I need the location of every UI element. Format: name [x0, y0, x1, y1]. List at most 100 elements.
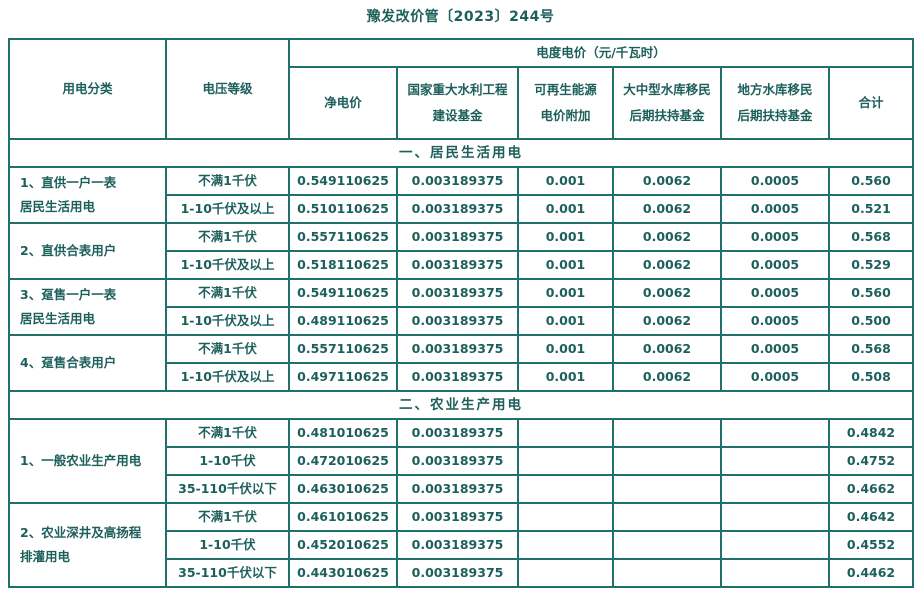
- value-cell: 0.003189375: [396, 194, 519, 224]
- category-cell: 1、直供一户一表 居民生活用电: [8, 166, 167, 224]
- table-row: 3、趸售一户一表 居民生活用电 不满1千伏 0.549110625 0.0031893…: [8, 278, 915, 336]
- value-cell: 0.557110625: [288, 222, 398, 252]
- value-cell: 0.560: [827, 278, 915, 308]
- header-column: 大中型水库移民 后期扶持基金: [612, 66, 722, 140]
- value-cell: 0.003189375: [396, 166, 519, 196]
- value-cell: 0.521: [827, 194, 915, 224]
- header-price-group: 电度电价（元/千瓦时）: [287, 38, 915, 68]
- category-cell: 2、农业深井及高扬程 排灌用电: [8, 502, 167, 588]
- value-cell: 0.003189375: [396, 334, 519, 364]
- value-cell: 0.518110625: [288, 250, 398, 280]
- voltage-cell: 1-10千伏及以上: [165, 306, 290, 336]
- value-cell: 0.001: [517, 166, 614, 196]
- value-cell: 0.003189375: [396, 418, 519, 448]
- value-cell: 0.4662: [827, 474, 915, 504]
- table-row: 2、直供合表用户 不满1千伏 0.557110625 0.003189375 0.001…: [8, 222, 915, 280]
- value-cell: 0.568: [827, 334, 915, 364]
- table-row: 1-10千伏及以上 0.489110625 0.003189375 0.001 0.00…: [9, 306, 915, 336]
- section-title: 二、农业生产用电: [7, 390, 915, 420]
- value-cell: 0.0005: [720, 250, 830, 280]
- value-cell: 0.0005: [720, 278, 830, 308]
- value-cell: [720, 530, 830, 560]
- voltage-cell: 不满1千伏: [165, 502, 290, 532]
- value-cell: [517, 446, 614, 476]
- value-cell: 0.557110625: [288, 334, 398, 364]
- table-row: 4、趸售合表用户 不满1千伏 0.557110625 0.003189375 0.001…: [8, 334, 915, 392]
- table-row: 1-10千伏 0.472010625 0.003189375 0.4752: [9, 446, 915, 476]
- value-cell: 0.0062: [612, 334, 722, 364]
- voltage-cell: 不满1千伏: [165, 222, 290, 252]
- value-cell: [720, 418, 830, 448]
- category-cell: 2、直供合表用户: [8, 222, 167, 280]
- value-cell: 0.4842: [827, 418, 915, 448]
- value-cell: 0.0005: [720, 306, 830, 336]
- voltage-cell: 不满1千伏: [165, 334, 290, 364]
- value-cell: 0.452010625: [288, 530, 398, 560]
- value-cell: 0.001: [517, 306, 614, 336]
- table-row: 1、直供一户一表 居民生活用电 不满1千伏 0.549110625 0.0031893…: [8, 166, 915, 224]
- value-cell: [720, 474, 830, 504]
- value-cell: [720, 446, 830, 476]
- category-cell: 3、趸售一户一表 居民生活用电: [8, 278, 167, 336]
- voltage-cell: 35-110千伏以下: [165, 474, 290, 504]
- value-cell: 0.510110625: [288, 194, 398, 224]
- value-cell: 0.003189375: [396, 362, 519, 392]
- value-cell: 0.003189375: [396, 222, 519, 252]
- voltage-cell: 1-10千伏: [165, 530, 290, 560]
- value-cell: 0.508: [827, 362, 915, 392]
- table-row: 1-10千伏及以上 0.510110625 0.003189375 0.001 0.00…: [9, 194, 915, 224]
- value-cell: 0.001: [517, 194, 614, 224]
- voltage-cell: 1-10千伏及以上: [165, 250, 290, 280]
- header-column: 净电价: [288, 66, 398, 140]
- value-cell: 0.461010625: [288, 502, 398, 532]
- value-cell: 0.0062: [612, 278, 722, 308]
- value-cell: 0.001: [517, 278, 614, 308]
- voltage-cell: 1-10千伏: [165, 446, 290, 476]
- voltage-cell: 35-110千伏以下: [165, 558, 290, 588]
- value-cell: 0.463010625: [288, 474, 398, 504]
- value-cell: 0.0062: [612, 222, 722, 252]
- value-cell: 0.443010625: [288, 558, 398, 588]
- value-cell: 0.0062: [612, 166, 722, 196]
- value-cell: 0.0062: [612, 194, 722, 224]
- voltage-cell: 1-10千伏及以上: [165, 362, 290, 392]
- table-row: 1、一般农业生产用电 不满1千伏 0.481010625 0.003189375 0.4…: [8, 418, 915, 504]
- section-row: 二、农业生产用电: [7, 390, 915, 420]
- value-cell: 0.549110625: [288, 166, 398, 196]
- value-cell: 0.003189375: [396, 474, 519, 504]
- value-cell: [517, 474, 614, 504]
- header-category: 用电分类: [8, 38, 167, 140]
- value-cell: [720, 558, 830, 588]
- value-cell: 0.472010625: [288, 446, 398, 476]
- table-row: 2、农业深井及高扬程 排灌用电 不满1千伏 0.461010625 0.0031893…: [8, 502, 915, 588]
- value-cell: 0.481010625: [288, 418, 398, 448]
- voltage-cell: 不满1千伏: [165, 418, 290, 448]
- category-cell: 4、趸售合表用户: [8, 334, 167, 392]
- value-cell: 0.0005: [720, 334, 830, 364]
- table-row: 1-10千伏及以上 0.497110625 0.003189375 0.001 0.00…: [9, 362, 915, 392]
- value-cell: 0.001: [517, 362, 614, 392]
- table-row: 1-10千伏及以上 0.518110625 0.003189375 0.001 0.00…: [9, 250, 915, 280]
- value-cell: 0.003189375: [396, 530, 519, 560]
- section-row: 一、居民生活用电: [7, 138, 915, 168]
- value-cell: 0.489110625: [288, 306, 398, 336]
- value-cell: 0.003189375: [396, 278, 519, 308]
- table-row: 35-110千伏以下 0.463010625 0.003189375 0.4662: [9, 474, 915, 504]
- value-cell: [720, 502, 830, 532]
- value-cell: 0.4462: [827, 558, 915, 588]
- value-cell: 0.4552: [827, 530, 915, 560]
- voltage-cell: 不满1千伏: [165, 278, 290, 308]
- header-column: 国家重大水利工程 建设基金: [396, 66, 519, 140]
- value-cell: 0.0062: [612, 362, 722, 392]
- value-cell: [612, 446, 722, 476]
- voltage-cell: 不满1千伏: [165, 166, 290, 196]
- value-cell: 0.0062: [612, 306, 722, 336]
- section-title: 一、居民生活用电: [7, 138, 915, 168]
- category-cell: 1、一般农业生产用电: [8, 418, 167, 504]
- value-cell: 0.560: [827, 166, 915, 196]
- value-cell: 0.003189375: [396, 446, 519, 476]
- value-cell: 0.001: [517, 250, 614, 280]
- document-title: 豫发改价管〔2023〕244号: [366, 9, 555, 25]
- header-column: 合计: [827, 66, 915, 140]
- table-row: 35-110千伏以下 0.443010625 0.003189375 0.4462: [9, 558, 915, 588]
